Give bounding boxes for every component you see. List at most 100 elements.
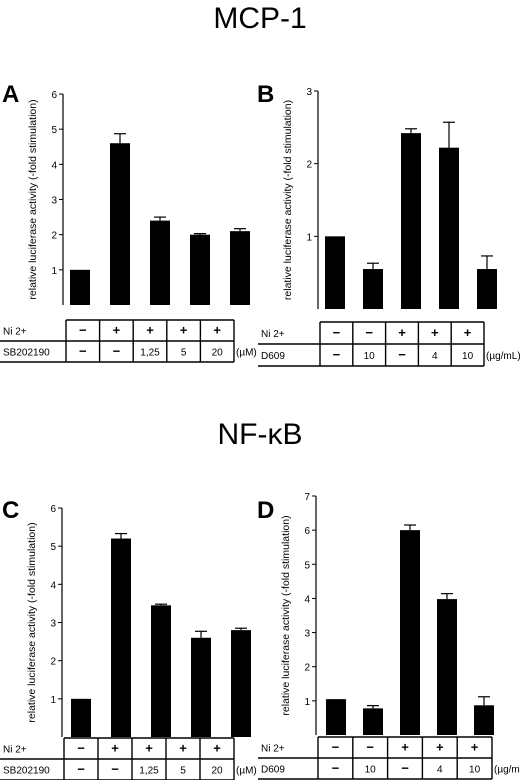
table-row-label: Ni 2+ (3, 745, 27, 756)
y-tick-label: 1 (51, 266, 57, 277)
y-tick-label: 5 (51, 125, 57, 136)
table-cell: 1,25 (139, 766, 159, 777)
bar (400, 530, 420, 735)
table-row-label: Ni 2+ (261, 744, 285, 755)
table-cell: + (111, 741, 119, 756)
table-row-label: SB202190 (3, 348, 50, 359)
bar (401, 133, 421, 309)
y-tick-label: 1 (306, 232, 312, 243)
panel-d: D 1 2 3 4 5 6 7 relative luciferase activity (-f… (257, 492, 520, 780)
table-cell: 10 (469, 765, 481, 776)
y-tick-label: 4 (304, 594, 310, 605)
table-cell: − (366, 740, 374, 755)
table-row-label: D609 (261, 351, 285, 362)
bar (110, 143, 130, 305)
table-cell: 4 (437, 765, 443, 776)
table-cell: + (179, 741, 187, 756)
bar (111, 538, 131, 737)
bar (363, 269, 383, 309)
bar (151, 605, 171, 737)
bar (437, 599, 457, 735)
panel-c: C 1 2 3 4 5 6 relative luciferase activity (-fo… (0, 497, 257, 780)
bar (230, 231, 250, 305)
y-tick-label: 2 (306, 160, 312, 171)
table-cell: − (113, 344, 121, 359)
y-tick-label: 6 (50, 504, 56, 515)
y-tick-label: 6 (51, 90, 57, 101)
y-tick-label: 3 (51, 196, 57, 207)
table-unit-label: (µM) (236, 766, 257, 777)
panel-letter: B (257, 81, 274, 108)
table-unit-label: (µM) (236, 348, 257, 359)
y-tick-label: 3 (304, 629, 310, 640)
bar (326, 699, 346, 735)
y-axis-label: relative luciferase activity (-fold stim… (26, 522, 38, 722)
treatment-table: Ni 2+ − − + + + D609 − 10 − 4 10 (µg/mL) (258, 321, 520, 367)
y-tick-label: 1 (50, 695, 56, 706)
bar (231, 630, 251, 737)
table-cell: − (77, 741, 85, 756)
y-tick-label: 2 (50, 657, 56, 668)
table-cell: 4 (432, 351, 438, 362)
table-cell: 5 (181, 348, 187, 359)
table-cell: − (332, 740, 340, 755)
table-cell: − (365, 325, 373, 340)
table-cell: 20 (211, 766, 223, 777)
table-cell: − (333, 347, 341, 362)
y-axis-label: relative luciferase activity (-fold stim… (280, 515, 292, 715)
bar (70, 269, 90, 305)
table-cell: + (180, 323, 188, 338)
table-row-label: D609 (261, 765, 285, 776)
table-cell: 10 (364, 351, 376, 362)
bar (150, 220, 170, 305)
panel-letter: D (257, 497, 274, 524)
table-cell: + (398, 325, 406, 340)
bar (191, 637, 211, 737)
table-cell: − (401, 761, 409, 776)
y-tick-label: 6 (304, 526, 310, 537)
y-tick-label: 5 (50, 542, 56, 553)
bar (71, 698, 91, 737)
table-cell: + (401, 740, 409, 755)
table-cell: 5 (180, 766, 186, 777)
table-cell: 20 (212, 348, 224, 359)
table-row-label: SB202190 (3, 766, 50, 777)
treatment-table: Ni 2+ − + + + + SB202190 − − 1,25 5 20 (µM) (0, 737, 257, 780)
table-row-label: Ni 2+ (3, 327, 27, 338)
y-tick-label: 3 (50, 619, 56, 630)
y-tick-label: 7 (304, 492, 310, 503)
treatment-table: Ni 2+ − + + + + SB202190 − − 1,25 5 20 (µM) (0, 319, 257, 363)
table-cell: + (213, 741, 221, 756)
section-title-nfkb: NF-κB (217, 418, 303, 451)
y-tick-label: 4 (51, 160, 57, 171)
section-title-mcp1: MCP-1 (213, 2, 307, 35)
table-cell: − (79, 344, 87, 359)
panel-a: A 1 2 3 4 5 6 relative luciferase activity (-fo… (0, 81, 257, 363)
bar (325, 236, 345, 309)
table-cell: − (332, 761, 340, 776)
table-cell: + (471, 740, 479, 755)
panel-letter: A (2, 81, 19, 108)
y-tick-label: 4 (50, 580, 56, 591)
table-cell: − (111, 762, 119, 777)
bar (477, 269, 497, 309)
table-cell: − (79, 323, 87, 338)
table-cell: + (146, 323, 154, 338)
table-cell: − (333, 325, 341, 340)
table-cell: 1,25 (140, 348, 160, 359)
table-cell: + (436, 740, 444, 755)
y-tick-label: 3 (306, 87, 312, 98)
bar (190, 234, 210, 305)
bar (439, 147, 459, 309)
y-axis-label: relative luciferase activity (-fold stim… (282, 100, 294, 300)
y-tick-label: 5 (304, 560, 310, 571)
table-cell: + (431, 325, 439, 340)
table-unit-label: (µg/mL) (486, 351, 520, 362)
table-cell: + (145, 741, 153, 756)
table-cell: 10 (462, 351, 474, 362)
bar (363, 708, 383, 735)
table-cell: + (113, 323, 121, 338)
y-axis-label: relative luciferase activity (-fold stim… (27, 99, 39, 299)
y-tick-label: 1 (304, 697, 310, 708)
